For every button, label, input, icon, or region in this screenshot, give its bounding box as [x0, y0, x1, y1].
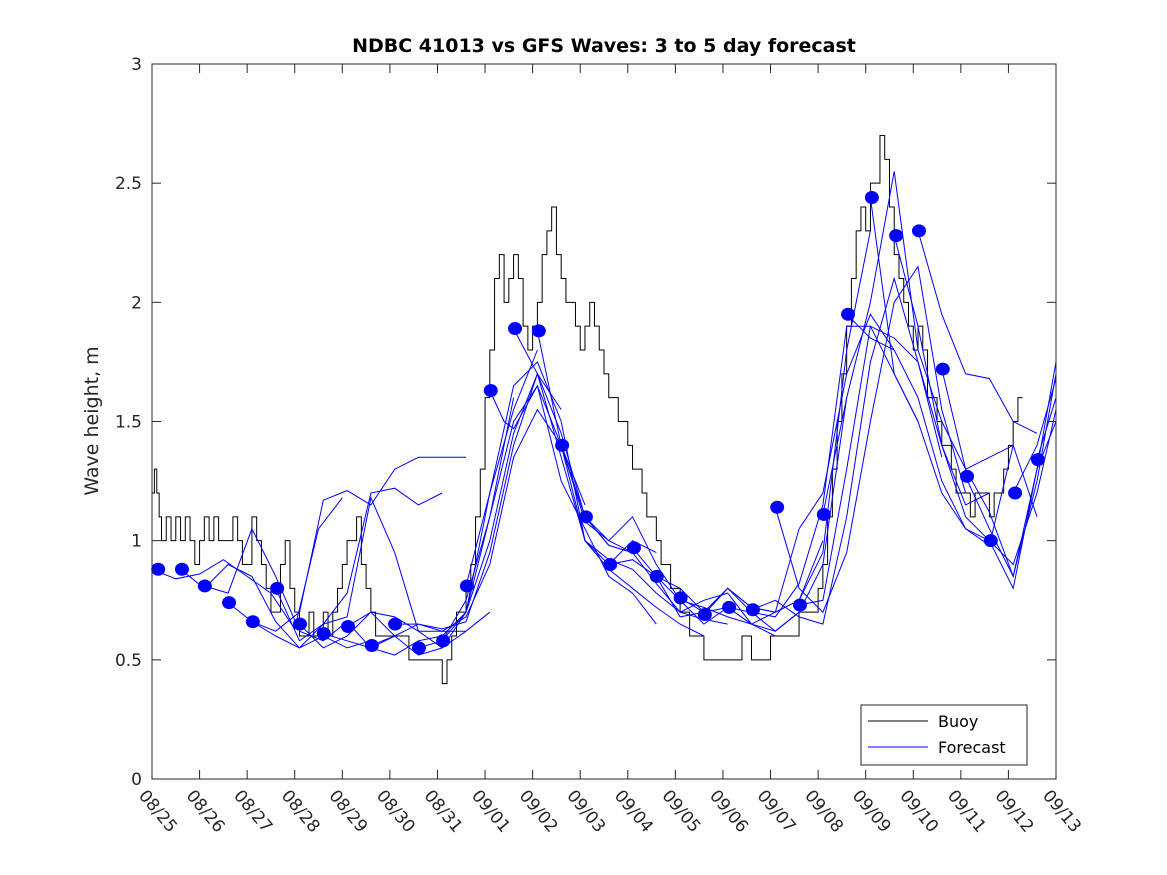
y-axis: 0 0.5 1 1.5 2 2.5 3	[115, 55, 1056, 790]
forecast-run-line	[1012, 378, 1057, 494]
forecast-run-line	[988, 361, 1057, 590]
forecast-run-line	[465, 361, 657, 587]
forecast-run-line	[275, 496, 466, 642]
forecast-run-line	[394, 408, 586, 632]
legend: Buoy Forecast	[860, 704, 1028, 766]
forecast-run-line	[489, 384, 657, 625]
forecast-start-marker	[245, 615, 260, 629]
forecast-start-marker	[531, 324, 546, 338]
forecast-start-marker	[197, 579, 212, 593]
y-tick-label: 1	[131, 532, 142, 552]
forecast-run-line	[751, 276, 943, 625]
forecast-run-line	[869, 197, 1038, 547]
y-axis-label: Wave height, m	[81, 346, 103, 495]
forecast-start-marker	[555, 438, 570, 452]
forecast-run-line	[727, 325, 919, 618]
forecast-start-marker	[603, 558, 618, 571]
forecast-start-marker	[697, 608, 712, 622]
forecast-run-line	[204, 527, 395, 649]
forecast-start-marker	[364, 639, 379, 653]
forecast-start-marker	[222, 596, 237, 610]
marker-layer	[151, 190, 1045, 655]
forecast-run-line	[251, 487, 443, 649]
forecast-start-marker	[388, 617, 403, 631]
forecast-start-marker	[935, 362, 950, 376]
forecast-start-marker	[436, 634, 451, 648]
forecast-start-marker	[483, 384, 498, 398]
forecast-start-marker	[770, 500, 785, 514]
chart-title: NDBC 41013 vs GFS Waves: 3 to 5 day fore…	[352, 35, 856, 57]
forecast-start-marker	[841, 307, 856, 321]
forecast-run-line	[584, 516, 776, 637]
forecast-start-marker	[459, 579, 474, 593]
forecast-start-marker	[722, 600, 737, 614]
plot-area	[152, 64, 1056, 779]
forecast-start-marker	[578, 510, 593, 524]
forecast-start-marker	[673, 591, 688, 605]
forecast-run-line	[965, 373, 1057, 578]
forecast-start-marker	[626, 541, 641, 555]
forecast-start-marker	[649, 569, 664, 583]
forecast-start-marker	[864, 190, 879, 204]
forecast-start-marker	[911, 224, 926, 238]
forecast-run-line	[822, 171, 1014, 515]
forecast-start-marker	[174, 562, 189, 576]
y-tick-label: 0	[131, 770, 142, 790]
forecast-run-line	[774, 265, 967, 614]
forecast-run-line	[799, 325, 990, 606]
forecast-start-marker	[745, 603, 760, 617]
forecast-start-marker	[983, 534, 998, 548]
forecast-start-marker	[508, 322, 523, 336]
forecast-start-marker	[793, 598, 808, 612]
legend-label-buoy: Buoy	[938, 712, 978, 731]
forecast-run-line	[917, 230, 1038, 434]
forecast-start-marker	[1008, 486, 1023, 500]
forecast-run-line	[536, 330, 728, 625]
y-tick-label: 2	[131, 293, 142, 313]
forecast-run-line	[418, 372, 610, 649]
buoy-series-line	[152, 135, 1023, 685]
forecast-start-marker	[292, 617, 307, 631]
forecast-start-marker	[960, 469, 975, 483]
legend-label-forecast: Forecast	[938, 738, 1006, 757]
forecast-start-marker	[816, 507, 831, 521]
y-tick-label: 2.5	[115, 174, 142, 194]
forecast-run-line	[1036, 397, 1057, 460]
forecast-start-marker	[270, 581, 285, 595]
forecast-start-marker	[151, 562, 166, 576]
forecast-start-marker	[316, 627, 331, 641]
forecast-start-marker	[889, 229, 904, 243]
forecast-run-line	[560, 445, 752, 625]
forecast-run-line	[893, 235, 1057, 566]
forecast-run-line	[180, 563, 372, 649]
y-tick-label: 0.5	[115, 651, 142, 671]
forecast-start-marker	[1030, 453, 1045, 467]
forecast-run-line	[323, 397, 515, 656]
forecast-run-line	[346, 349, 538, 649]
forecast-run-line	[227, 456, 466, 632]
forecast-start-marker	[411, 641, 426, 655]
forecast-start-marker	[341, 619, 356, 633]
y-tick-label: 3	[131, 55, 142, 75]
y-tick-label: 1.5	[115, 413, 142, 433]
legend-box	[860, 704, 1028, 766]
